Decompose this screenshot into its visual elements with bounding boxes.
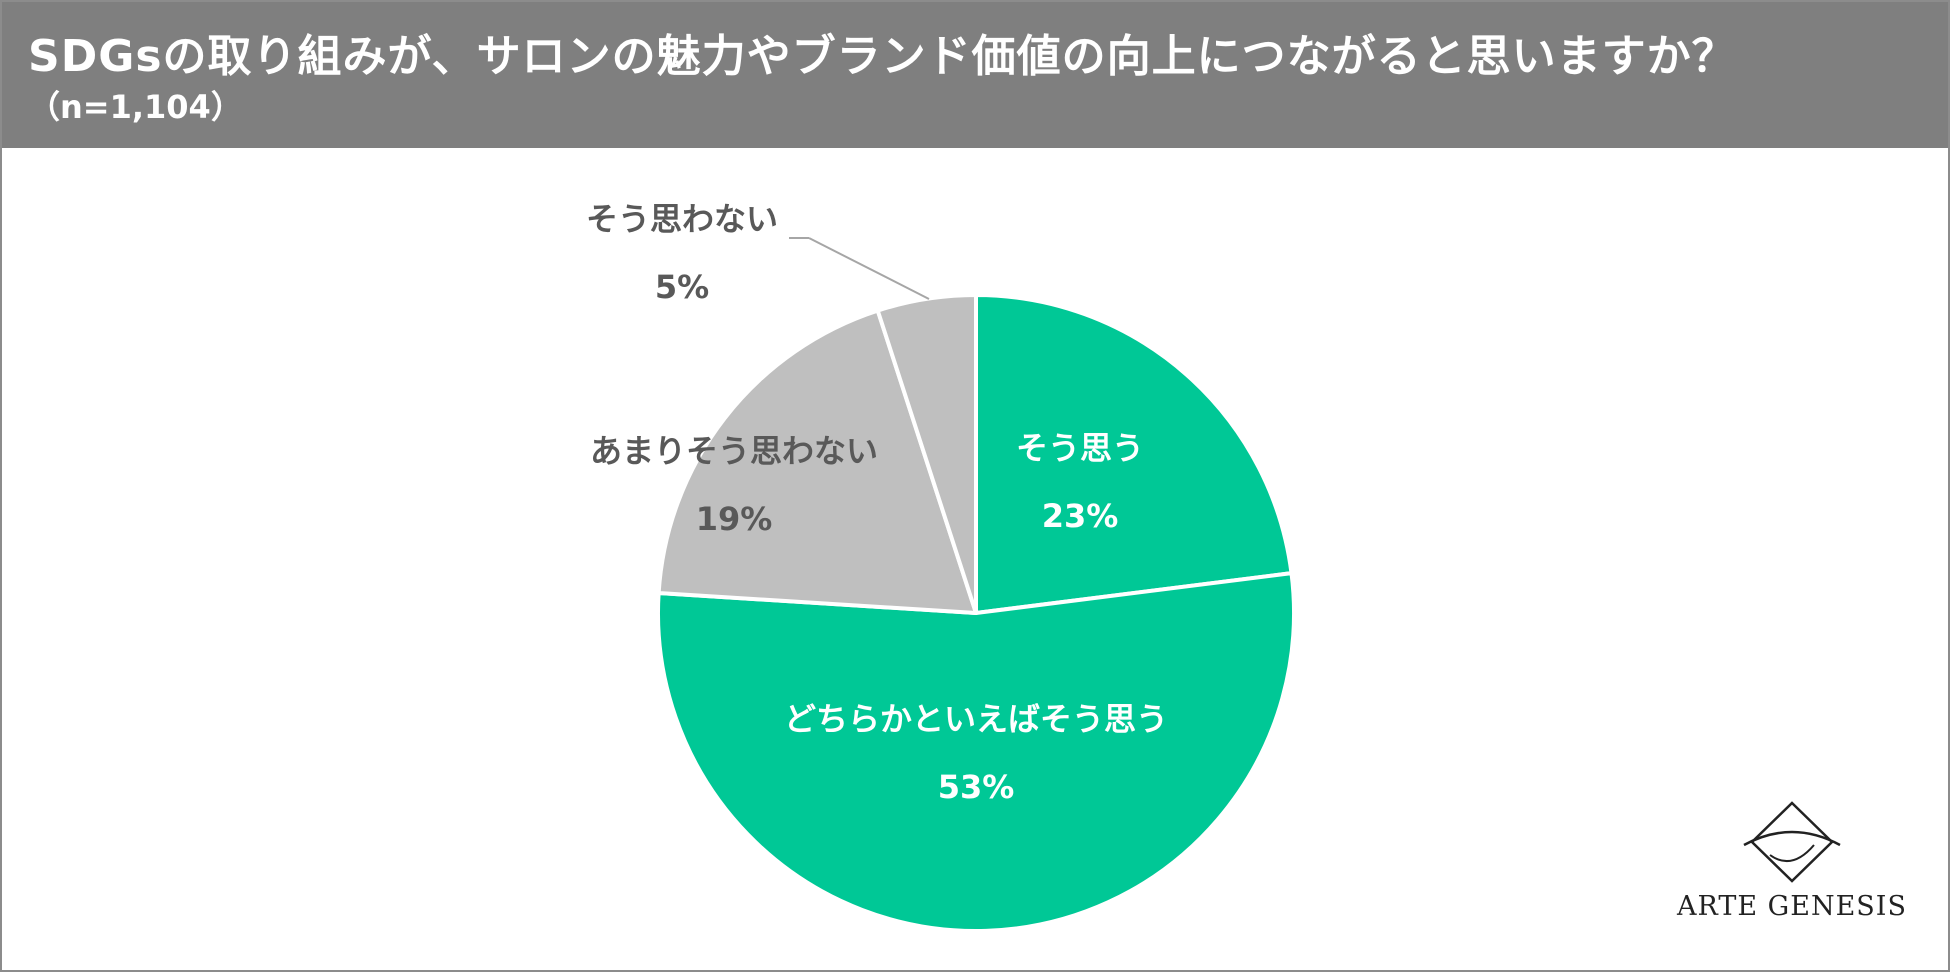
diamond-logo-icon	[1743, 801, 1841, 883]
slice-somewhat-agree	[656, 571, 1296, 933]
brand-name: ARTE GENESIS	[1677, 891, 1907, 922]
slice-label-disagree: そう思わない	[586, 200, 778, 238]
pie-slices	[656, 293, 1296, 933]
brand-logo: ARTE GENESIS	[1672, 797, 1912, 927]
slice-label-agree: そう思う	[1016, 429, 1144, 467]
header-bar: SDGsの取り組みが、サロンの魅力やブランド価値の向上につながると思いますか？ …	[2, 2, 1948, 148]
slice-agree	[974, 293, 1294, 615]
slice-disagree	[875, 293, 978, 615]
slice-labels: そう思う 23% どちらかといえばそう思う 53% あまりそう思わない 19% …	[586, 200, 1168, 806]
chart-title: SDGsの取り組みが、サロンの魅力やブランド価値の向上につながると思いますか？	[28, 31, 1737, 82]
slice-value-disagree: 5%	[655, 268, 709, 306]
slice-somewhat-disagree	[656, 308, 978, 615]
slice-label-somewhat-agree: どちらかといえばそう思う	[784, 700, 1168, 738]
sample-size: （n=1,104）	[28, 88, 243, 126]
leader-line-5pct-diagonal	[808, 237, 930, 300]
slice-value-somewhat-agree: 53%	[938, 768, 1015, 806]
slice-value-agree: 23%	[1042, 497, 1119, 535]
slice-value-somewhat-disagree: 19%	[696, 500, 773, 538]
slice-label-somewhat-disagree: あまりそう思わない	[590, 432, 878, 470]
